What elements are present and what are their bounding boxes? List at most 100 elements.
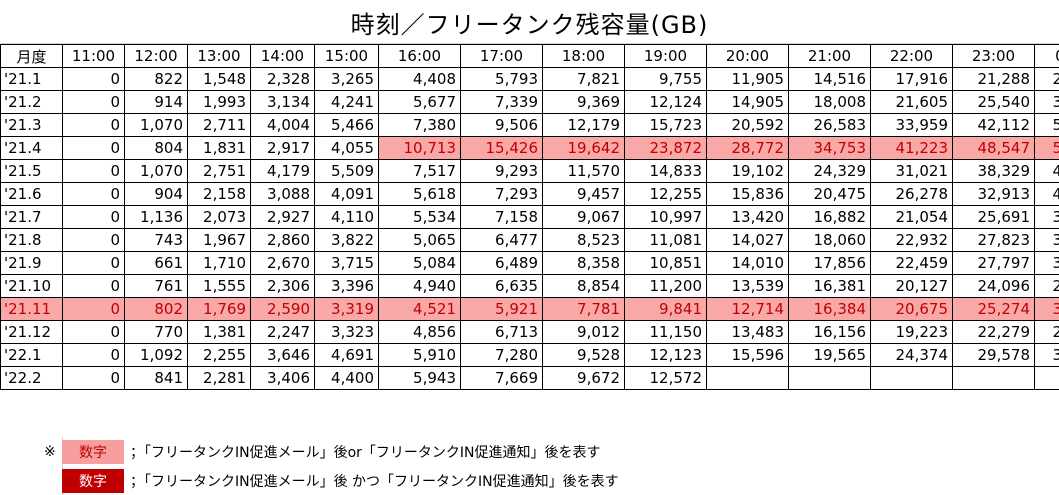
- column-header: 11:00: [62, 44, 125, 68]
- table-cell: 40,411: [1034, 182, 1059, 206]
- data-table: 月度 11:00 12:00 13:00 14:00 15:00 16:00 17:00 18…: [0, 44, 1059, 390]
- table-cell: 25,093: [1034, 67, 1059, 91]
- table-cell: 2,281: [187, 366, 251, 390]
- table-cell: 25,540: [952, 90, 1035, 114]
- table-cell: 3,319: [314, 297, 379, 321]
- table-cell: 11,150: [624, 320, 707, 344]
- table-cell: 0: [62, 274, 125, 298]
- table-cell: 761: [124, 274, 188, 298]
- table-cell: 20,592: [706, 113, 789, 137]
- table-cell: 7,158: [460, 205, 543, 229]
- table-cell: 1,710: [187, 251, 251, 275]
- table-cell: 1,831: [187, 136, 251, 160]
- table-cell: 7,280: [460, 343, 543, 367]
- row-label: '21.3: [0, 113, 63, 137]
- table-cell: 1,381: [187, 320, 251, 344]
- table-cell: 16,882: [788, 205, 871, 229]
- table-cell: 1,769: [187, 297, 251, 321]
- table-cell: 29,578: [952, 343, 1035, 367]
- table-cell: 24,374: [870, 343, 953, 367]
- table-cell: 770: [124, 320, 188, 344]
- legend-row-dark: 数字 ；「フリータンクIN促進メール」後 かつ「フリータンクIN促進通知」後を表…: [0, 466, 1059, 495]
- table-cell: 27,797: [952, 251, 1035, 275]
- table-cell: 21,605: [870, 90, 953, 114]
- table-cell: 9,012: [542, 320, 625, 344]
- table-row: '21.5 0 1,070 2,751 4,179 5,509 7,517 9,293 11,5…: [0, 159, 1059, 183]
- row-label: '21.5: [0, 159, 63, 183]
- table-cell: 1,092: [124, 343, 188, 367]
- column-header: 16:00: [378, 44, 461, 68]
- table-cell: 19,565: [788, 343, 871, 367]
- table-row: '21.1 0 822 1,548 2,328 3,265 4,408 5,793 7,821 9…: [0, 67, 1059, 91]
- table-cell: 26,583: [788, 113, 871, 137]
- table-cell: 904: [124, 182, 188, 206]
- table-cell: 27,833: [1034, 320, 1059, 344]
- table-cell: 20,475: [788, 182, 871, 206]
- table-cell: [1034, 366, 1059, 390]
- table-cell: 1,548: [187, 67, 251, 91]
- table-cell: 11,200: [624, 274, 707, 298]
- table-cell: 914: [124, 90, 188, 114]
- table-cell: 15,426: [460, 136, 543, 160]
- table-cell: 0: [62, 136, 125, 160]
- table-cell: 20,675: [870, 297, 953, 321]
- legend-text-light: ；「フリータンクIN促進メール」後or「フリータンクIN促進通知」後を表す: [130, 444, 601, 461]
- table-cell: 5,943: [378, 366, 461, 390]
- table-cell: 13,420: [706, 205, 789, 229]
- column-header: 18:00: [542, 44, 625, 68]
- table-cell: 34,753: [788, 136, 871, 160]
- table-cell: 19,102: [706, 159, 789, 183]
- table-cell: 5,509: [314, 159, 379, 183]
- table-cell: 6,713: [460, 320, 543, 344]
- table-cell: 2,711: [187, 113, 251, 137]
- table-cell: 25,274: [952, 297, 1035, 321]
- table-cell: 31,021: [870, 159, 953, 183]
- table-cell: 28,772: [706, 136, 789, 160]
- table-cell: 4,400: [314, 366, 379, 390]
- table-cell: 661: [124, 251, 188, 275]
- table-cell: 822: [124, 67, 188, 91]
- table-cell: 6,489: [460, 251, 543, 275]
- column-header: 12:00: [124, 44, 188, 68]
- row-label: '21.7: [0, 205, 63, 229]
- table-cell: 29,458: [1034, 274, 1059, 298]
- table-row: '21.7 0 1,136 2,073 2,927 4,110 5,534 7,158 9,06…: [0, 205, 1059, 229]
- table-cell: 0: [62, 67, 125, 91]
- table-cell: 4,241: [314, 90, 379, 114]
- title-area: [0, 0, 1059, 44]
- table-cell: 4,691: [314, 343, 379, 367]
- table-cell: 16,384: [788, 297, 871, 321]
- table-cell: 4,521: [378, 297, 461, 321]
- legend-row-light: ※ 数字 ；「フリータンクIN促進メール」後or「フリータンクIN促進通知」後を…: [0, 437, 1059, 466]
- table-cell: 743: [124, 228, 188, 252]
- row-label: '21.2: [0, 90, 63, 114]
- column-header: 22:00: [870, 44, 953, 68]
- table-cell: 42,112: [952, 113, 1035, 137]
- table-cell: 10,997: [624, 205, 707, 229]
- table-row: '21.11 0 802 1,769 2,590 3,319 4,521 5,921 7,781…: [0, 297, 1059, 321]
- table-cell: 25,691: [952, 205, 1035, 229]
- table-cell: 9,369: [542, 90, 625, 114]
- table-cell: 11,905: [706, 67, 789, 91]
- table-cell: 46,942: [1034, 159, 1059, 183]
- table-cell: [952, 366, 1035, 390]
- table-cell: 0: [62, 251, 125, 275]
- column-header: 17:00: [460, 44, 543, 68]
- table-cell: 57,035: [1034, 136, 1059, 160]
- table-cell: 3,323: [314, 320, 379, 344]
- column-header: 20:00: [706, 44, 789, 68]
- table-cell: 15,836: [706, 182, 789, 206]
- table-cell: 13,539: [706, 274, 789, 298]
- row-label: '21.11: [0, 297, 63, 321]
- table-cell: 9,841: [624, 297, 707, 321]
- table-cell: 4,940: [378, 274, 461, 298]
- table-cell: 804: [124, 136, 188, 160]
- table-cell: 18,060: [788, 228, 871, 252]
- table-cell: 0: [62, 159, 125, 183]
- table-cell: 17,916: [870, 67, 953, 91]
- table-cell: 26,278: [870, 182, 953, 206]
- table-cell: 17,856: [788, 251, 871, 275]
- table-cell: 9,457: [542, 182, 625, 206]
- legend: ※ 数字 ；「フリータンクIN促進メール」後or「フリータンクIN促進通知」後を…: [0, 437, 1059, 495]
